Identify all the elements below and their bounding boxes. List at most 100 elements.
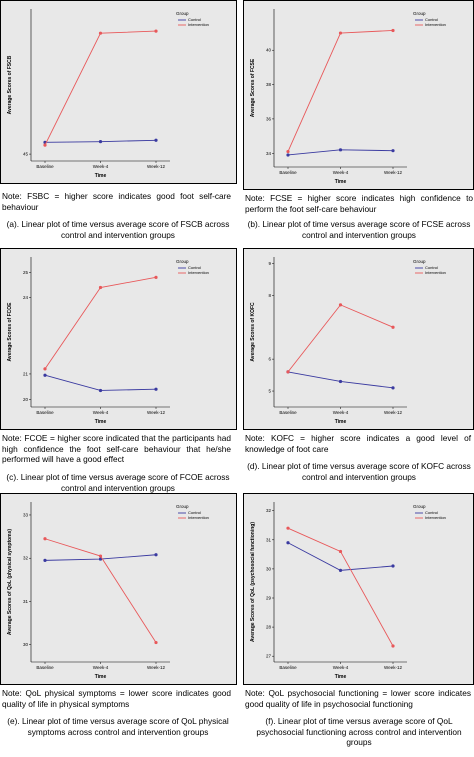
legend-title: Group	[176, 504, 189, 509]
legend-label-intervention: Intervention	[188, 270, 209, 275]
x-tick-label: Baseline	[36, 665, 54, 670]
data-point-control	[43, 373, 47, 377]
data-point-control	[391, 386, 395, 390]
series-line-intervention	[287, 30, 394, 152]
chart-e-svg: 30 31 32 33 Baseline Week-4 Week-12 Time Average…	[7, 502, 209, 680]
y-axis-title: Average Scores of FCSE	[250, 58, 256, 117]
note-b: Note: FCSE = higher score indicates high…	[245, 193, 473, 214]
data-point-control	[98, 557, 103, 561]
legend-label-intervention: Intervention	[425, 515, 446, 520]
y-tick-label: 32	[23, 556, 29, 561]
series-line-intervention	[287, 527, 394, 647]
data-point-control	[338, 148, 343, 152]
series-line-intervention	[287, 304, 394, 373]
legend-label-control: Control	[425, 17, 438, 22]
x-tick-label: Baseline	[279, 410, 297, 415]
x-axis-title: Time	[95, 674, 107, 680]
x-tick-label: Week-4	[93, 164, 109, 169]
series-line-intervention	[44, 538, 157, 643]
data-point-intervention	[43, 143, 47, 147]
x-tick-label: Week-4	[333, 665, 349, 670]
series-line-intervention	[44, 276, 157, 370]
y-tick-label: 30	[266, 566, 272, 571]
y-tick-label: 27	[266, 654, 272, 659]
chart-b: 34 36 38 40 Baseline Week-4 Week-12 Time Average…	[243, 0, 474, 190]
x-tick-label: Week-12	[384, 665, 402, 670]
chart-c: 20 21 24 25 Baseline Week-4 Week-12 Time Average…	[0, 248, 237, 430]
x-tick-label: Baseline	[36, 410, 54, 415]
x-tick-label: Week-12	[147, 665, 165, 670]
data-point-control	[338, 379, 343, 384]
x-axis-title: Time	[95, 419, 107, 425]
note-d: Note: KOFC = higher score indicates a go…	[245, 433, 471, 454]
data-point-control	[286, 153, 290, 157]
y-axis-title: Average Scores of QoL (psychosocial func…	[250, 522, 256, 642]
y-axis-title: Average Scores of KOFC	[250, 302, 256, 362]
chart-c-svg: 20 21 24 25 Baseline Week-4 Week-12 Time Average…	[7, 257, 209, 425]
series-line-control	[44, 374, 157, 391]
y-tick-label: 5	[268, 389, 271, 394]
x-tick-label: Baseline	[279, 170, 297, 175]
data-point-intervention	[286, 149, 290, 154]
y-tick-label: 38	[266, 82, 272, 87]
legend-title: Group	[176, 259, 189, 264]
y-tick-label: 28	[266, 625, 272, 630]
legend-label-intervention: Intervention	[188, 22, 209, 27]
y-tick-label: 20	[23, 397, 29, 402]
y-tick-label: 25	[23, 270, 29, 275]
x-tick-label: Week-4	[93, 410, 109, 415]
legend-label-control: Control	[188, 510, 201, 515]
y-axis-title: Average Scores of FCOE	[7, 302, 13, 362]
caption-a: (a). Linear plot of time versus average …	[6, 219, 230, 240]
caption-c: (c). Linear plot of time versus average …	[6, 472, 230, 493]
x-tick-label: Week-4	[333, 170, 349, 175]
x-tick-label: Week-4	[333, 410, 349, 415]
data-point-intervention	[286, 370, 290, 374]
legend-label-control: Control	[188, 265, 201, 270]
x-tick-label: Week-12	[147, 410, 165, 415]
data-point-intervention	[391, 325, 395, 329]
note-a: Note: FSBC = higher score indicates good…	[2, 191, 231, 212]
data-point-intervention	[154, 640, 158, 645]
y-tick-label: 33	[23, 512, 29, 517]
x-tick-label: Baseline	[36, 164, 54, 169]
x-axis-title: Time	[335, 179, 347, 185]
data-point-control	[43, 558, 47, 562]
y-tick-label: 31	[23, 599, 29, 604]
chart-a-svg: 45 Baseline Week-4 Week-12 Time Average Score…	[7, 9, 209, 179]
chart-b-svg: 34 36 38 40 Baseline Week-4 Week-12 Time Average…	[250, 9, 446, 185]
x-axis-title: Time	[335, 674, 347, 680]
y-tick-label: 29	[266, 596, 272, 601]
x-axis-title: Time	[95, 173, 107, 179]
note-c: Note: FCOE = higher score indicated that…	[2, 433, 231, 464]
chart-a: 45 Baseline Week-4 Week-12 Time Average Score…	[0, 0, 237, 184]
data-point-intervention	[338, 549, 343, 554]
data-point-control	[98, 388, 103, 393]
x-tick-label: Week-12	[384, 170, 402, 175]
legend-label-intervention: Intervention	[188, 515, 209, 520]
chart-f: 27 28 29 30 31 32 Baseline Week-4 Week-12 Time Ave…	[243, 493, 474, 685]
data-point-intervention	[43, 537, 47, 541]
chart-d: 5 6 8 9 Baseline Week-4 Week-12 Time Average Sco…	[243, 248, 474, 430]
data-point-intervention	[286, 526, 290, 530]
x-tick-label: Week-4	[93, 665, 109, 670]
legend-label-control: Control	[425, 510, 438, 515]
caption-f: (f). Linear plot of time versus average …	[256, 716, 462, 747]
x-tick-label: Week-12	[147, 164, 165, 169]
data-point-control	[391, 149, 395, 153]
legend-label-intervention: Intervention	[425, 270, 446, 275]
caption-b: (b). Linear plot of time versus average …	[247, 219, 471, 240]
chart-d-svg: 5 6 8 9 Baseline Week-4 Week-12 Time Average Sco…	[250, 257, 446, 425]
chart-f-svg: 27 28 29 30 31 32 Baseline Week-4 Week-12 Time Ave…	[250, 502, 446, 680]
legend-title: Group	[413, 259, 426, 264]
data-point-intervention	[391, 644, 395, 648]
data-point-intervention	[338, 31, 343, 35]
y-tick-label: 34	[266, 151, 272, 156]
y-tick-label: 32	[266, 508, 272, 513]
data-point-control	[286, 541, 290, 545]
data-point-control	[338, 568, 343, 572]
data-point-intervention	[98, 285, 103, 290]
y-axis-title: Average Scores of FSCB	[7, 55, 13, 114]
legend-title: Group	[413, 504, 426, 509]
y-tick-label: 45	[23, 152, 29, 157]
